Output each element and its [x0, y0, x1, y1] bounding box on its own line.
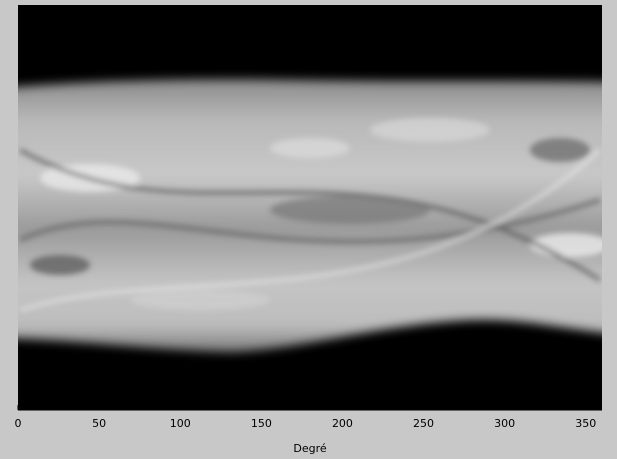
x-tick-label: 250 [413, 417, 434, 430]
x-tick-label: 300 [494, 417, 515, 430]
x-axis-label: Degré [293, 442, 327, 455]
x-tick-label: 100 [170, 417, 191, 430]
sinogram-streaks [18, 118, 602, 312]
x-tick-label: 350 [575, 417, 596, 430]
x-tick-label: 150 [251, 417, 272, 430]
x-tick-label: 200 [332, 417, 353, 430]
image [18, 5, 602, 410]
x-axis-ticks: 0 50 100 150 200 250 300 350 [15, 405, 596, 430]
x-tick-label: 50 [92, 417, 106, 430]
x-tick-label: 0 [15, 417, 22, 430]
